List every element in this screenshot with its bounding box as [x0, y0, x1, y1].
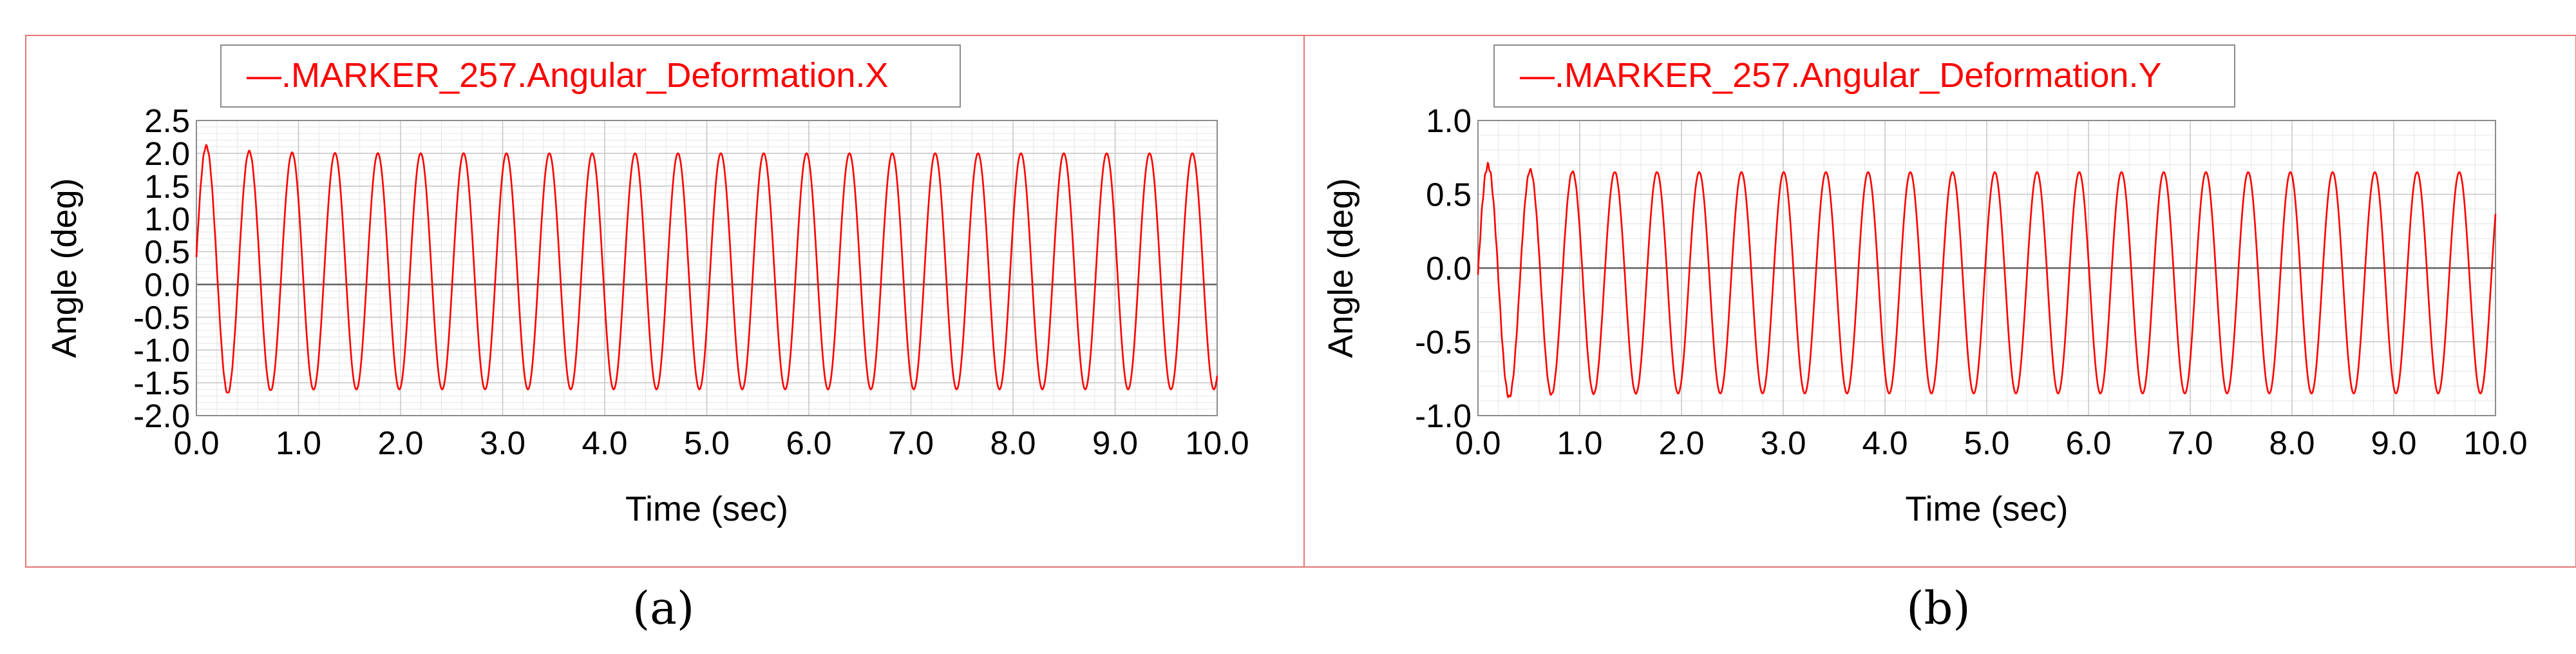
chart-a-plot-area [196, 120, 1218, 416]
chart-b-x-tick-label: 7.0 [2168, 425, 2213, 461]
chart-a-y-tick-label: 2.5 [144, 102, 190, 139]
chart-b-y-tick-label: -0.5 [1415, 324, 1472, 361]
legend-entry: —.MARKER_257.Angular_Deformation.X [247, 56, 888, 95]
chart-a-y-tick-label: -1.5 [133, 365, 190, 401]
chart-a-series-0-line [195, 144, 1218, 394]
chart-a-y-tick-label: 1.5 [144, 168, 190, 205]
chart-b-y-axis-label: Angle (deg) [1321, 178, 1360, 358]
chart-b-x-axis-label: Time (sec) [1906, 490, 2069, 528]
chart-b-x-tick-label: 8.0 [2269, 425, 2315, 461]
chart-b-y-tick-label: 1.0 [1426, 102, 1472, 139]
chart-b-x-tick-label: 0.0 [1455, 425, 1501, 461]
chart-a-x-tick-label: 10.0 [1185, 425, 1249, 461]
chart-a-legend: —.MARKER_257.Angular_Deformation.X [220, 44, 961, 108]
chart-a: 0.0 1.0 2.0 3.0 4.0 5.0 6.0 7.0 8.0 9.0 10.02.52.0… [45, 44, 1249, 635]
chart-a-x-tick-label: 5.0 [684, 425, 730, 461]
chart-b-caption: (b) [1906, 582, 1970, 635]
chart-b-x-tick-label: 5.0 [1964, 425, 2010, 461]
chart-b: 0.0 1.0 2.0 3.0 4.0 5.0 6.0 7.0 8.0 9.0 10.0 1.0 0.5… [1321, 44, 2528, 635]
chart-b-x-tick-label: 1.0 [1557, 425, 1603, 461]
chart-b-x-tick-label: 10.0 [2463, 425, 2527, 461]
chart-b-y-tick-label: 0.0 [1426, 250, 1472, 287]
chart-b-x-tick-label: 2.0 [1659, 425, 1705, 461]
chart-a-major-grid [196, 120, 1218, 416]
chart-b-x-tick-label: 6.0 [2066, 425, 2112, 461]
legend-box [1493, 44, 2235, 108]
chart-a-y-tick-label: -1.0 [133, 332, 190, 369]
chart-b-series-0-line [1477, 161, 2497, 399]
chart-a-caption: (a) [632, 582, 694, 635]
chart-a-x-tick-label: 3.0 [480, 425, 526, 461]
chart-b-legend: —.MARKER_257.Angular_Deformation.Y [1493, 44, 2235, 108]
chart-b-x-tick-label: 3.0 [1761, 425, 1806, 461]
legend-box [220, 44, 961, 108]
chart-a-x-tick-label: 4.0 [582, 425, 628, 461]
chart-a-x-tick-label: 9.0 [1092, 425, 1138, 461]
chart-a-y-axis-label: Angle (deg) [45, 178, 84, 358]
chart-a-y-tick-label: 2.0 [144, 135, 190, 172]
chart-a-y-tick-label: -0.5 [133, 299, 190, 336]
chart-a-x-tick-label: 7.0 [888, 425, 934, 461]
chart-a-x-tick-label: 2.0 [378, 425, 424, 461]
chart-a-y-tick-label: 0.5 [144, 234, 190, 271]
chart-a-x-tick-label: 6.0 [786, 425, 832, 461]
chart-a-y-tick-label: -2.0 [133, 398, 190, 434]
chart-a-y-tick-label: 1.0 [144, 201, 190, 238]
panel-b-frame [1303, 35, 2576, 568]
chart-b-y-tick-label: 0.5 [1426, 177, 1472, 213]
chart-b-x-tick-label: 9.0 [2371, 425, 2417, 461]
chart-a-x-tick-label: 0.0 [174, 425, 220, 461]
chart-a-x-axis-label: Time (sec) [625, 490, 788, 528]
chart-b-y-tick-label: -1.0 [1415, 398, 1472, 434]
legend-entry: —.MARKER_257.Angular_Deformation.Y [1520, 56, 2161, 95]
chart-a-x-tick-label: 1.0 [276, 425, 321, 461]
chart-a-y-tick-label: 0.0 [144, 266, 190, 303]
chart-a-x-tick-label: 8.0 [990, 425, 1036, 461]
chart-b-x-tick-label: 4.0 [1862, 425, 1908, 461]
